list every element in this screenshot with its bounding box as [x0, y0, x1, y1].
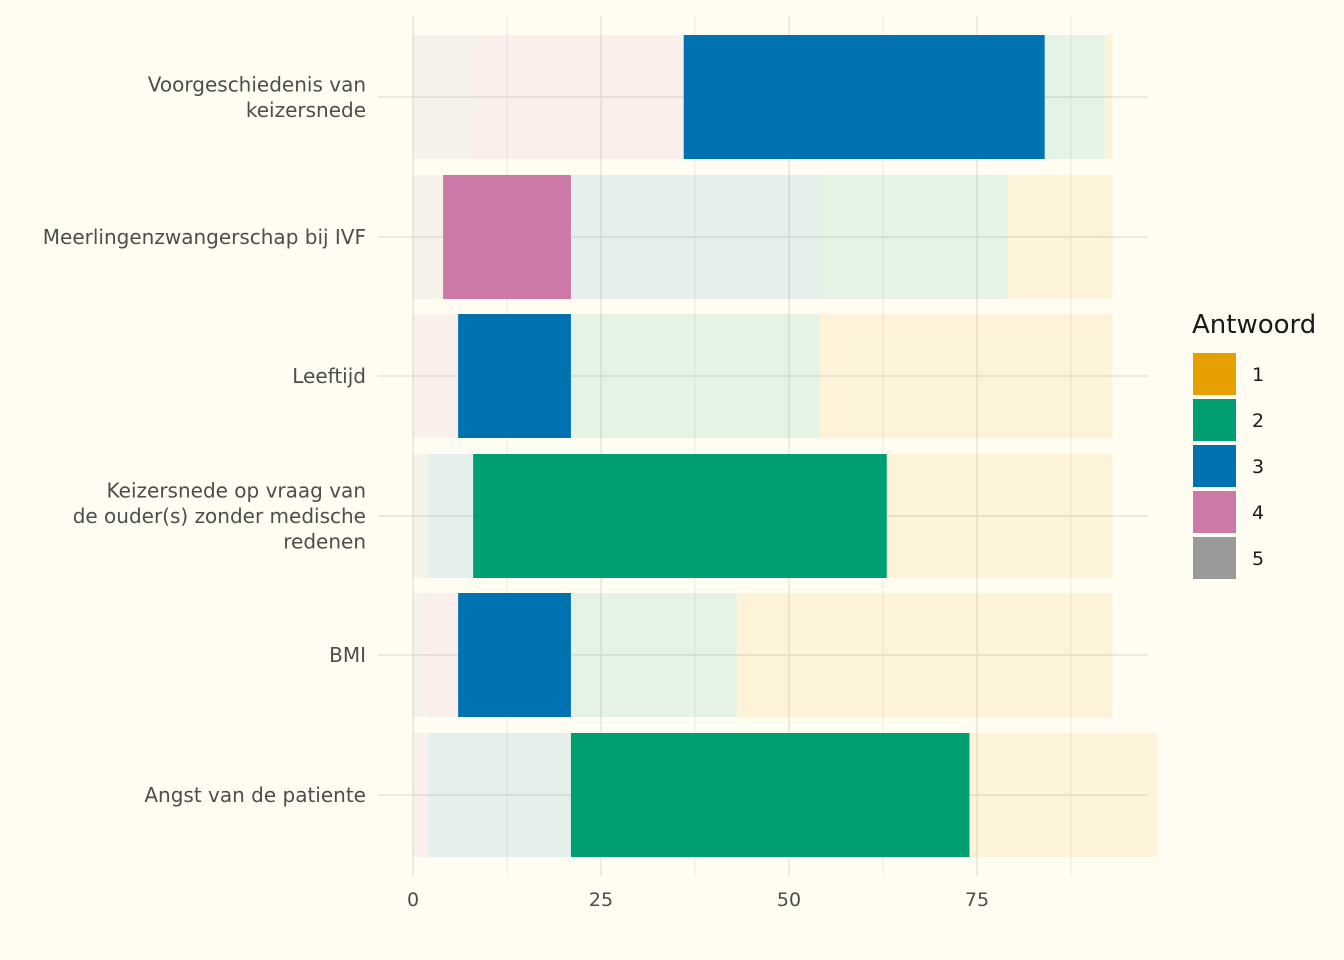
legend-swatch [1193, 537, 1236, 579]
bar-segment-4 [443, 175, 571, 299]
bar-segment-3 [570, 175, 820, 299]
bar-segment-4 [413, 733, 429, 857]
legend-swatch [1193, 353, 1236, 395]
bar-segment-2 [570, 733, 970, 857]
legend-swatch [1193, 445, 1236, 487]
bar-segment-3 [428, 454, 474, 578]
bar-segment-5 [413, 175, 444, 299]
bar-segment-1 [969, 733, 1158, 857]
category-label: Leeftijd [292, 364, 366, 388]
bar-segment-2 [1044, 35, 1105, 159]
bar-segment-2 [819, 175, 1008, 299]
bar-segment-3 [428, 733, 571, 857]
x-tick-label: 50 [777, 889, 801, 911]
legend-label: 2 [1252, 410, 1264, 432]
legend-label: 4 [1252, 502, 1264, 524]
bar-segment-3 [458, 593, 571, 717]
bar-segment-3 [458, 314, 571, 438]
bar-segment-1 [819, 314, 1113, 438]
bar-segment-1 [886, 454, 1113, 578]
bar-segment-3 [683, 35, 1045, 159]
bar-segment-2 [570, 314, 820, 438]
category-label: Meerlingenzwangerschap bij IVF [43, 225, 366, 249]
bar-segment-4 [413, 314, 459, 438]
bar-segment-4 [473, 35, 684, 159]
x-tick-label: 75 [965, 889, 989, 911]
bar-segment-4 [428, 593, 459, 717]
bar-segment-1 [1104, 35, 1113, 159]
bar-segment-5 [413, 593, 429, 717]
bar-segment-5 [413, 35, 474, 159]
x-tick-label: 25 [589, 889, 613, 911]
bar-segment-5 [413, 454, 429, 578]
category-label: Angst van de patiente [144, 783, 366, 807]
category-label: keizersnede [246, 98, 366, 122]
legend-title: Antwoord [1192, 310, 1316, 340]
category-label: Keizersnede op vraag van [107, 479, 366, 503]
x-tick-label: 0 [407, 889, 419, 911]
category-label: redenen [283, 530, 366, 554]
legend-label: 3 [1252, 456, 1264, 478]
legend-label: 5 [1252, 548, 1264, 570]
legend-swatch [1193, 399, 1236, 441]
category-label: BMI [329, 643, 366, 667]
bar-segment-2 [570, 593, 737, 717]
bar-segment-2 [473, 454, 887, 578]
bar-segment-1 [736, 593, 1113, 717]
legend-swatch [1193, 491, 1236, 533]
category-label: Voorgeschiedenis van [148, 72, 366, 96]
x-axis-ticks: 0 25 50 75 [407, 889, 989, 911]
bar-layer [413, 35, 1158, 857]
legend: Antwoord 1 2 3 4 5 [1192, 310, 1316, 579]
legend-label: 1 [1252, 364, 1264, 386]
bar-segment-1 [1007, 175, 1113, 299]
category-label: de ouder(s) zonder medische [73, 504, 366, 528]
